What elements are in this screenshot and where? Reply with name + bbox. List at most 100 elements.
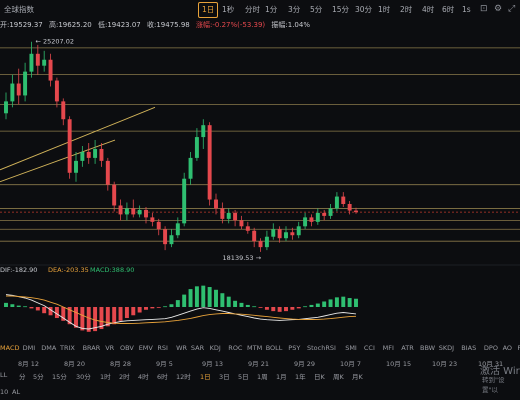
- indicator-tab[interactable]: EMV: [138, 344, 153, 352]
- interval-8[interactable]: 30分: [355, 5, 373, 14]
- indicator-tab[interactable]: WR: [176, 344, 188, 352]
- indicator-tab[interactable]: BRAR: [82, 344, 101, 352]
- timeframe-button[interactable]: 4时: [138, 373, 149, 381]
- candle-body: [118, 205, 123, 215]
- macd-bar: [93, 307, 98, 332]
- indicator-tab[interactable]: DMA: [41, 344, 57, 352]
- macd-bar: [99, 307, 104, 330]
- indicator-tab[interactable]: RSI: [157, 344, 168, 352]
- indicator-tab[interactable]: SKDJ: [438, 344, 454, 352]
- timeframe-button[interactable]: 1日: [200, 373, 211, 381]
- bottom-row2-item[interactable]: AL: [12, 388, 21, 396]
- trendline-0: [0, 106, 156, 171]
- macd-bar: [347, 298, 352, 307]
- indicator-tab[interactable]: BIAS: [461, 344, 477, 352]
- timeframe-button[interactable]: 2时: [119, 373, 130, 381]
- timeframe-button[interactable]: 周K: [333, 373, 344, 381]
- timeframe-button[interactable]: 6时: [157, 373, 168, 381]
- indicator-tab[interactable]: MACD: [0, 344, 20, 352]
- interval-1[interactable]: 1日: [198, 2, 219, 18]
- watermark-line2: 转到"设置"以: [482, 376, 505, 394]
- interval-12[interactable]: 6时: [442, 5, 455, 14]
- timeframe-button[interactable]: 1年: [295, 373, 306, 381]
- settings-icon[interactable]: ⚙: [494, 4, 503, 14]
- candle-body: [226, 212, 231, 219]
- indicator-tab[interactable]: DMI: [22, 344, 36, 352]
- indicator-tab[interactable]: SAR: [190, 344, 205, 352]
- candle-body: [175, 223, 180, 236]
- timeframe-button[interactable]: 30分: [76, 373, 91, 381]
- macd-bar: [252, 306, 257, 308]
- interval-3[interactable]: 分时: [245, 5, 260, 14]
- indicator-tab[interactable]: OBV: [120, 344, 134, 352]
- date-tick: 10月 7: [340, 360, 361, 368]
- timeframe-button[interactable]: 15分: [52, 373, 67, 381]
- macd-bar: [61, 307, 66, 321]
- indicator-tab[interactable]: BBW: [420, 344, 436, 352]
- indicator-tab[interactable]: MTM: [247, 344, 263, 352]
- candle-body: [220, 208, 225, 219]
- indicator-tab[interactable]: ROC: [228, 344, 243, 352]
- candle-body: [347, 204, 352, 211]
- indicator-tab[interactable]: CCI: [363, 344, 375, 352]
- indicator-tab[interactable]: DPO: [483, 344, 498, 352]
- candle-body: [303, 217, 308, 227]
- candle-body: [207, 125, 212, 200]
- timeframe-button[interactable]: 12时: [176, 373, 191, 381]
- timeframe-button[interactable]: 日K: [314, 373, 325, 381]
- high-value: 高:19625.20: [49, 21, 92, 29]
- indicator-tab[interactable]: SMI: [345, 344, 357, 352]
- macd-value: MACD:388.90: [90, 266, 134, 274]
- macd-bar: [35, 307, 40, 311]
- bottom-row2-item[interactable]: 10: [0, 388, 9, 396]
- indicator-tab[interactable]: Position: [517, 344, 520, 352]
- indicator-tab[interactable]: AO: [502, 344, 513, 352]
- candle-body: [264, 236, 269, 248]
- candle-body: [131, 208, 136, 215]
- interval-7[interactable]: 15分: [332, 5, 350, 14]
- indicator-tab[interactable]: TRIX: [60, 344, 75, 352]
- interval-6[interactable]: 5分: [310, 5, 323, 14]
- timeframe-button[interactable]: 5分: [33, 373, 44, 381]
- macd-bar: [54, 307, 59, 319]
- macd-bar: [315, 303, 320, 307]
- timeframe-button[interactable]: 1时: [100, 373, 111, 381]
- macd-bar: [188, 289, 193, 307]
- indicator-tab[interactable]: StochRSI: [307, 344, 336, 352]
- macd-bar: [163, 306, 168, 308]
- timeframe-button[interactable]: 分: [19, 373, 26, 381]
- timeframe-button[interactable]: 1周: [257, 373, 268, 381]
- indicator-tab[interactable]: VR: [105, 344, 115, 352]
- interval-9[interactable]: 1时: [378, 5, 391, 14]
- indicator-tab[interactable]: BOLL: [265, 344, 283, 352]
- refresh-rate[interactable]: 1s: [462, 5, 471, 14]
- timeframe-button[interactable]: 5日: [238, 373, 249, 381]
- macd-bar: [226, 296, 231, 307]
- date-tick: 8月 20: [64, 360, 85, 368]
- candlestick-chart[interactable]: ← 25207.02 18139.53 → DIF:-182.90 DEA:-203.…: [0, 30, 520, 342]
- interval-11[interactable]: 4时: [422, 5, 435, 14]
- camera-icon[interactable]: ⊡: [480, 4, 488, 14]
- date-tick: 8月 28: [110, 360, 131, 368]
- timeframe-button[interactable]: LL: [0, 371, 8, 379]
- timeframe-button[interactable]: 月K: [352, 373, 363, 381]
- interval-5[interactable]: 3分: [288, 5, 301, 14]
- macd-bar: [144, 307, 148, 310]
- date-tick: 9月 5: [156, 360, 173, 368]
- macd-bar: [194, 286, 199, 307]
- timeframe-button[interactable]: 1月: [276, 373, 287, 381]
- macd-bar: [105, 307, 110, 327]
- symbol-label[interactable]: 全球指数: [4, 5, 34, 14]
- expand-icon[interactable]: ⤢: [508, 4, 516, 14]
- indicator-tab[interactable]: KDJ: [209, 344, 221, 352]
- interval-10[interactable]: 2时: [400, 5, 413, 14]
- interval-4[interactable]: 1分: [265, 5, 278, 14]
- indicator-tab[interactable]: PSY: [288, 344, 301, 352]
- timeframe-button[interactable]: 3日: [219, 373, 230, 381]
- indicator-tab[interactable]: MFI: [382, 344, 394, 352]
- interval-2[interactable]: 1秒: [222, 5, 235, 14]
- macd-bar: [341, 296, 346, 307]
- candle-body: [16, 83, 21, 96]
- indicator-tab[interactable]: ATR: [401, 344, 414, 352]
- candle-body: [35, 53, 40, 66]
